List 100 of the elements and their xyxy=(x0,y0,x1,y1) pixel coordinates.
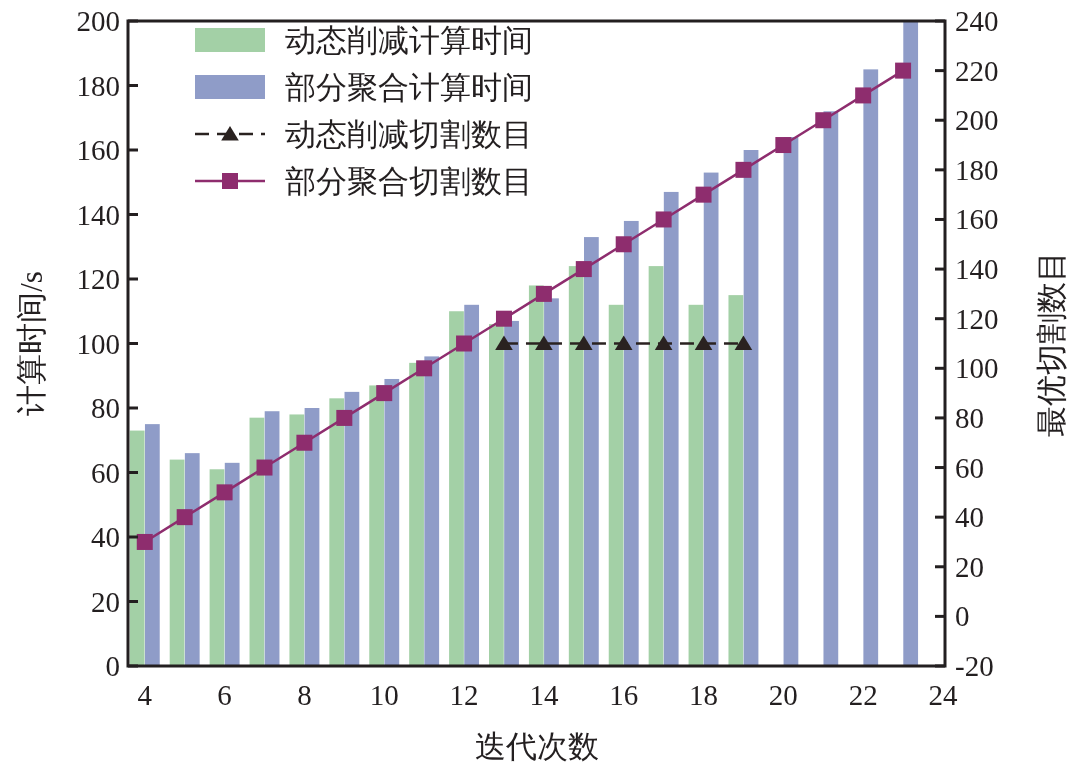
x-tick-label: 12 xyxy=(449,679,479,711)
x-tick-label: 10 xyxy=(369,679,399,711)
bar xyxy=(783,137,799,666)
y2-tick-label: 60 xyxy=(955,451,984,484)
y2-tick-label: 20 xyxy=(955,550,984,583)
bar xyxy=(184,453,200,666)
bar xyxy=(608,304,624,666)
y-tick-label: 20 xyxy=(91,585,120,618)
y2-tick-label: 0 xyxy=(955,600,970,633)
bar xyxy=(449,311,464,666)
x-tick-label: 8 xyxy=(297,679,312,711)
y-tick-label: 80 xyxy=(91,392,120,424)
point xyxy=(216,484,233,501)
x-tick-label: 20 xyxy=(768,679,798,711)
point xyxy=(815,112,832,129)
y-tick-label: 100 xyxy=(76,327,120,360)
point xyxy=(456,335,473,352)
legend-label: 部分聚合计算时间 xyxy=(285,70,533,105)
point xyxy=(336,409,353,426)
point xyxy=(256,459,273,476)
y2-axis-title: 最优切割数目 xyxy=(1034,250,1069,437)
point xyxy=(654,335,673,350)
bar xyxy=(584,237,599,666)
bar xyxy=(528,285,544,666)
y-tick-label: 120 xyxy=(76,263,120,295)
point xyxy=(176,509,193,526)
point xyxy=(575,335,593,350)
bar xyxy=(743,150,759,666)
point xyxy=(376,385,393,402)
legend-label: 动态削减计算时间 xyxy=(285,23,533,58)
point xyxy=(136,533,153,550)
point xyxy=(735,161,752,178)
bar xyxy=(289,414,305,666)
bar xyxy=(369,385,385,666)
bar xyxy=(344,391,360,666)
x-tick-label: 4 xyxy=(137,679,153,711)
y-tick-label: 140 xyxy=(76,198,120,231)
bar xyxy=(144,424,160,666)
bar xyxy=(304,408,320,666)
point xyxy=(855,87,872,104)
bar xyxy=(424,356,440,666)
bar xyxy=(169,459,185,666)
bar xyxy=(823,111,839,666)
y2-tick-label: 120 xyxy=(955,302,999,335)
point xyxy=(535,285,552,302)
bar xyxy=(703,172,719,666)
bar xyxy=(903,21,919,666)
y-tick-label: 200 xyxy=(76,5,120,37)
bar xyxy=(688,304,704,666)
y-tick-label: 40 xyxy=(91,521,120,553)
point xyxy=(495,335,513,350)
bar xyxy=(464,304,480,666)
point xyxy=(535,335,553,350)
bar xyxy=(129,430,145,666)
y2-tick-label: 200 xyxy=(955,104,999,137)
x-tick-label: 22 xyxy=(848,679,878,711)
point xyxy=(775,137,792,154)
y2-tick-label: 140 xyxy=(955,253,999,286)
bar xyxy=(544,298,559,666)
bar xyxy=(623,220,639,666)
y2-tick-label: -20 xyxy=(955,650,994,682)
y2-tick-label: 80 xyxy=(955,401,984,434)
bar xyxy=(209,469,225,666)
bar xyxy=(224,462,240,666)
point xyxy=(734,335,753,350)
point xyxy=(895,62,912,79)
point xyxy=(695,186,712,203)
point xyxy=(694,335,713,350)
bar xyxy=(489,324,504,666)
y2-tick-label: 220 xyxy=(955,54,999,87)
y-axis-title: 计算时间/s xyxy=(14,271,49,416)
point xyxy=(575,261,592,278)
bar xyxy=(504,320,519,666)
y2-tick-label: 160 xyxy=(955,203,999,236)
bar xyxy=(384,378,400,666)
y-tick-label: 160 xyxy=(76,134,120,166)
point xyxy=(495,310,512,327)
y-tick-label: 0 xyxy=(105,650,120,682)
bar xyxy=(249,417,265,666)
bar xyxy=(728,295,744,666)
bar xyxy=(863,69,879,666)
x-tick-label: 16 xyxy=(609,679,639,711)
point xyxy=(615,236,632,253)
bar xyxy=(409,362,424,666)
y-tick-label: 60 xyxy=(91,456,120,489)
y2-tick-label: 180 xyxy=(955,153,999,186)
x-tick-label: 18 xyxy=(689,679,719,711)
x-axis-title: 迭代次数 xyxy=(474,729,599,764)
bar xyxy=(264,411,280,666)
x-tick-label: 24 xyxy=(928,679,958,711)
bar xyxy=(663,191,679,666)
bar xyxy=(568,266,584,666)
point xyxy=(416,360,433,377)
point xyxy=(296,434,313,451)
point xyxy=(614,335,633,350)
y2-tick-label: 240 xyxy=(955,5,999,37)
y-tick-label: 180 xyxy=(76,69,120,102)
y2-tick-label: 100 xyxy=(955,352,999,385)
y2-tick-label: 40 xyxy=(955,501,984,534)
bar xyxy=(329,398,345,666)
